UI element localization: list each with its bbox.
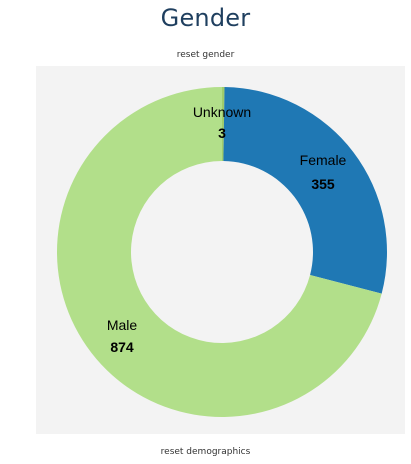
slice-label-unknown: Unknown — [193, 104, 251, 120]
labels-group: Unknown 3 Female 355 Male 874 — [107, 104, 347, 355]
chart-title: Gender — [160, 4, 251, 32]
slices-group — [56, 87, 387, 417]
slice-unknown[interactable] — [222, 87, 225, 162]
reset-demographics-link[interactable]: reset demographics — [160, 447, 251, 457]
slice-value-male: 874 — [110, 339, 134, 355]
reset-gender-link[interactable]: reset gender — [176, 50, 235, 60]
slice-value-female: 355 — [311, 176, 335, 192]
slice-female[interactable] — [223, 87, 387, 294]
slice-label-female: Female — [300, 152, 347, 168]
slice-value-unknown: 3 — [218, 125, 226, 141]
slice-label-male: Male — [107, 317, 138, 333]
slice-male[interactable] — [56, 87, 382, 417]
